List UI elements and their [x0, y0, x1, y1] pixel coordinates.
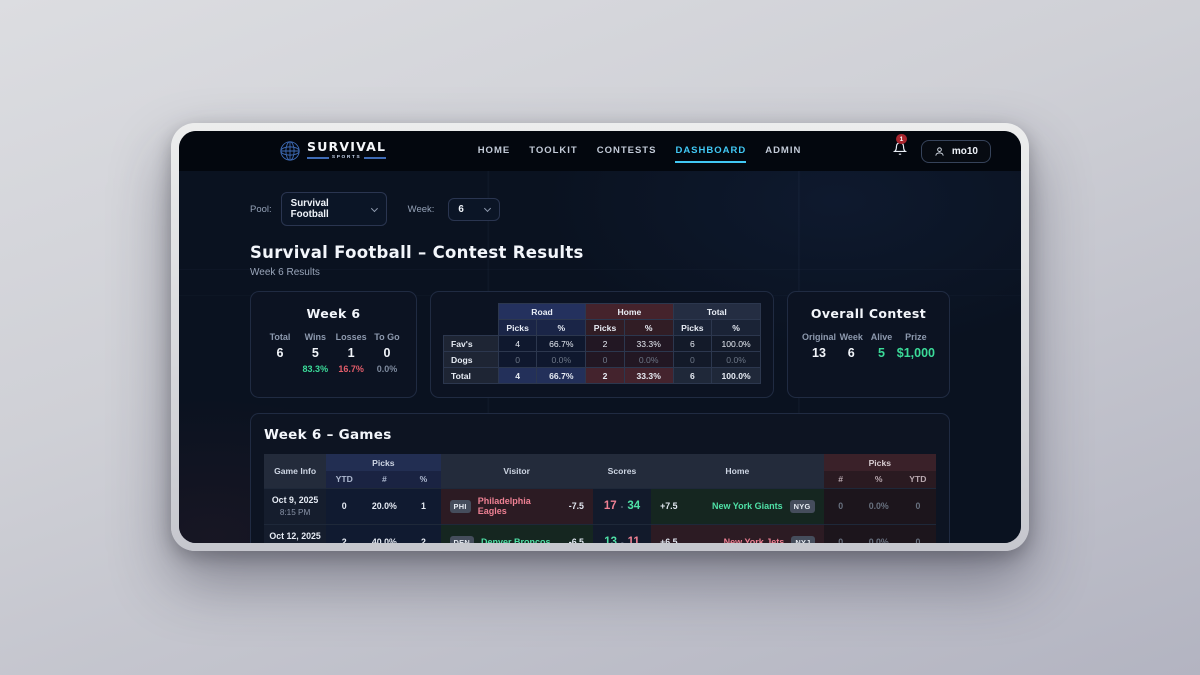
chevron-down-icon: [484, 204, 492, 212]
col-game-info: Game Info: [264, 454, 327, 488]
stat-togo: To Go 0 0.0%: [374, 332, 400, 374]
visitor-spread: -7.5: [568, 501, 584, 511]
week-card-title: Week 6: [306, 306, 361, 321]
device-frame: SURVIVAL SPORTS HOME TOOLKIT CONTESTS DA…: [171, 123, 1029, 551]
game-info-cell: Oct 9, 2025 8:15 PM: [264, 487, 327, 524]
nav-item-dashboard[interactable]: DASHBOARD: [675, 139, 747, 163]
home-spread: +7.5: [660, 501, 678, 511]
user-menu-button[interactable]: mo10: [920, 139, 991, 163]
stat-wins: Wins 5 83.3%: [302, 332, 329, 374]
page-title: Survival Football – Contest Results: [250, 243, 584, 262]
nav-item-home[interactable]: HOME: [477, 145, 511, 156]
globe-logo-icon: [280, 141, 300, 161]
visitor-team-name: Philadelphia Eagles: [477, 496, 531, 516]
nav-item-toolkit[interactable]: TOOLKIT: [529, 145, 578, 156]
col-home: Home: [651, 454, 824, 488]
picks-breakdown-table: Road Home Total Picks % Picks % Picks: [443, 303, 762, 384]
filters-bar: Pool: Survival Football Week: 6: [250, 192, 950, 226]
home-cell: +7.5 New York Giants NYG: [651, 487, 824, 524]
col-scores: Scores: [592, 454, 652, 488]
home-team-name: New York Giants: [711, 501, 783, 511]
col-picks-right: Picks: [823, 454, 936, 471]
app-window: SURVIVAL SPORTS HOME TOOLKIT CONTESTS DA…: [179, 131, 1021, 543]
main-content: Pool: Survival Football Week: 6 Survival…: [179, 171, 1021, 543]
col-picks-left: Picks: [326, 454, 441, 471]
week-select-value: 6: [458, 203, 464, 215]
stat-week: Week 6: [839, 332, 863, 360]
pool-select-value: Survival Football: [290, 198, 329, 220]
row-total: Total 4 66.7% 2 33.3% 6 100.0%: [443, 367, 761, 384]
score-cell: 17-34: [592, 487, 652, 524]
logo-title: SURVIVAL: [307, 139, 387, 155]
picks-breakdown-card: Road Home Total Picks % Picks % Picks: [430, 291, 774, 398]
week-label: Week:: [407, 203, 435, 215]
visitor-team-name: Denver Broncos: [481, 537, 551, 543]
stat-alive: Alive 5: [870, 332, 893, 360]
visitor-cell: DEN Denver Broncos -6.5: [440, 523, 593, 543]
home-score: 11: [627, 536, 640, 543]
games-table: Game Info Picks Visitor Scores Home Pick…: [264, 454, 936, 543]
page-subtitle: Week 6 Results: [250, 267, 320, 278]
team-abbr-badge: PHI: [449, 499, 471, 513]
games-card: Week 6 – Games Game Info Picks Visitor: [250, 413, 950, 543]
col-home: Home: [585, 303, 674, 320]
logo[interactable]: SURVIVAL SPORTS: [279, 139, 387, 162]
stat-total: Total 6: [269, 332, 291, 360]
col-visitor: Visitor: [440, 454, 593, 488]
navbar: SURVIVAL SPORTS HOME TOOLKIT CONTESTS DA…: [179, 131, 1021, 171]
week-select[interactable]: 6: [448, 197, 501, 221]
visitor-spread: -6.5: [568, 537, 584, 543]
games-title: Week 6 – Games: [264, 427, 392, 443]
pool-select[interactable]: Survival Football: [280, 192, 387, 226]
overall-card-title: Overall Contest: [810, 306, 927, 321]
week-summary-card: Week 6 Total 6 Wins 5 83.3%: [250, 291, 417, 398]
team-abbr-badge: DEN: [449, 535, 475, 543]
home-spread: +6.5: [660, 537, 678, 543]
col-total: Total: [672, 303, 762, 320]
notifications-button[interactable]: 1: [892, 134, 908, 161]
home-cell: +6.5 New York Jets NYJ: [651, 523, 824, 543]
pool-label: Pool:: [250, 203, 272, 215]
team-abbr-badge: NYG: [789, 499, 815, 513]
notification-badge: 1: [895, 134, 907, 144]
col-road: Road: [497, 303, 587, 320]
game-row: Oct 9, 2025 8:15 PM 0 20.0% 1 PHI Philad…: [264, 487, 936, 524]
home-team-name: New York Jets: [723, 537, 785, 543]
summary-cards-row: Week 6 Total 6 Wins 5 83.3%: [250, 291, 950, 398]
home-score: 34: [627, 500, 641, 512]
game-info-cell: Oct 12, 2025 9:30 AM: [264, 523, 327, 543]
logo-subtitle: SPORTS: [331, 154, 362, 160]
score-cell: 13-11: [592, 523, 652, 543]
nav-item-admin[interactable]: ADMIN: [765, 145, 802, 156]
username: mo10: [951, 145, 978, 157]
user-icon: [935, 146, 944, 156]
game-row: Oct 12, 2025 9:30 AM 2 40.0% 2 DEN Denve…: [264, 523, 936, 543]
row-dogs: Dogs 0 0.0% 0 0.0% 0 0.0%: [443, 351, 761, 368]
chevron-down-icon: [370, 204, 378, 212]
main-nav: HOME TOOLKIT CONTESTS DASHBOARD ADMIN: [386, 139, 893, 163]
stat-original: Original 13: [802, 332, 837, 360]
row-favs: Fav's 4 66.7% 2 33.3% 6 100.0%: [443, 335, 761, 352]
overall-contest-card: Overall Contest Original 13 Week 6: [787, 291, 950, 398]
stat-prize: Prize $1,000: [896, 332, 935, 360]
visitor-score: 17: [603, 500, 617, 512]
nav-item-contests[interactable]: CONTESTS: [596, 145, 657, 156]
stat-losses: Losses 1 16.7%: [335, 332, 367, 374]
visitor-cell: PHI Philadelphia Eagles -7.5: [440, 487, 593, 524]
visitor-score: 13: [604, 536, 617, 543]
team-abbr-badge: NYJ: [791, 535, 815, 543]
